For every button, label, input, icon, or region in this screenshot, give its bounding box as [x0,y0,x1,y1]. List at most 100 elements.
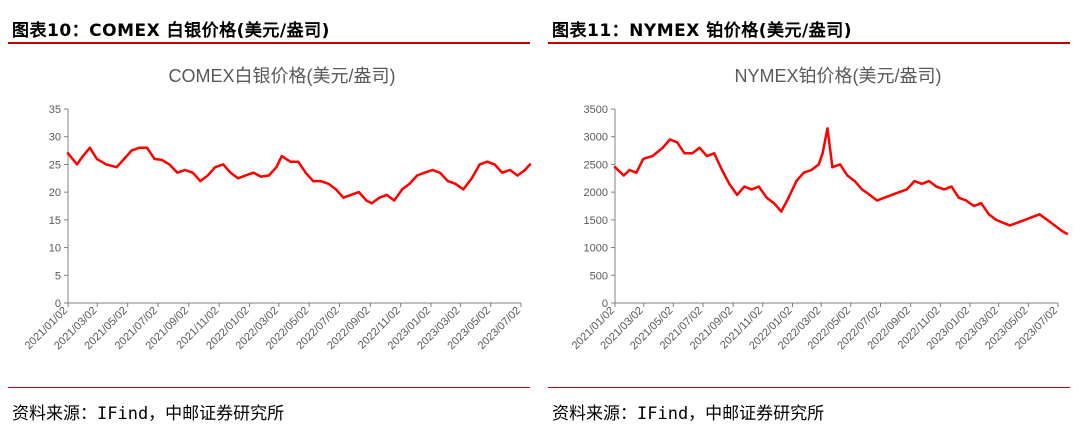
y-tick-label: 15 [49,215,61,227]
data-point [199,179,202,183]
data-point [772,202,776,205]
data-point [642,157,645,161]
y-tick-label: 3000 [584,132,608,144]
chart-platinum: NYMEX铂价格(美元/盎司) 0 500 1000 1500 2000 2500 3000 3… [570,66,1069,352]
data-point [898,190,901,194]
data-point [244,174,247,177]
data-point [780,210,783,213]
data-point [66,152,70,155]
data-point [735,193,739,197]
data-point [890,193,893,197]
data-point [123,157,126,161]
data-point [319,179,322,183]
data-point [500,171,504,174]
data-point [183,168,187,172]
data-point [838,163,842,166]
y-tick-label: 0 [602,298,608,310]
data-point [95,157,99,161]
chart-title: NYMEX铂价格(美元/盎司) [735,66,942,86]
data-point [995,218,998,222]
data-point [357,190,361,194]
data-point [935,185,938,188]
figure-title: 图表11：NYMEX 铂价格(美元/盎司) [552,21,852,41]
data-point [1016,221,1019,224]
source-note: 资料来源：IFind，中邮证券研究所 [552,404,825,424]
data-point [802,171,805,174]
y-tick-label: 3500 [584,104,608,116]
data-point [795,179,798,183]
data-point [728,182,731,185]
data-point [214,166,217,169]
data-point [853,179,856,183]
data-point [153,157,156,161]
data-point [757,185,761,188]
data-point [137,146,141,149]
data-point [750,188,753,191]
data-point [622,174,625,177]
y-tick-label: 500 [590,270,608,282]
data-point [415,174,419,177]
data-point [401,188,404,191]
data-point [972,204,976,208]
data-point [668,138,672,141]
data-point [628,168,631,172]
data-point [927,179,931,183]
data-point [334,188,338,191]
data-point [987,213,991,216]
data-point [370,202,373,205]
data-point [1008,224,1012,227]
data-point [289,160,292,163]
data-point [661,146,664,149]
series-line [613,127,1069,235]
data-point [297,160,300,163]
y-tick-label: 25 [49,159,61,171]
data-point [229,171,232,174]
data-point [950,185,953,188]
data-point [523,168,527,172]
data-point [470,177,473,180]
source-divider [8,387,530,388]
y-tick-label: 20 [49,187,61,199]
data-point [446,179,450,183]
y-tick-label: 5 [55,270,61,282]
data-point [145,146,149,149]
data-point [720,168,724,172]
y-tick-label: 35 [49,104,61,116]
data-point [280,154,283,158]
data-point [221,163,225,166]
data-point [275,166,278,169]
data-point [980,202,983,205]
data-point [508,168,512,172]
y-tick-label: 1500 [584,215,608,227]
data-point [817,163,820,166]
data-point [105,163,108,166]
data-point [88,146,92,149]
data-point [478,163,481,166]
data-point [365,199,368,202]
data-point [438,171,442,174]
data-point [957,196,960,199]
y-tick-label: 1000 [584,243,608,255]
data-point [676,141,679,144]
data-point [821,152,824,155]
data-point [1046,218,1049,222]
data-point [1001,221,1004,224]
data-point [423,171,426,174]
data-point [454,182,457,185]
source-note: 资料来源：IFind，中邮证券研究所 [12,404,285,424]
data-point [408,182,411,185]
data-point [787,196,790,199]
data-point [327,182,330,185]
data-point [613,166,617,169]
title-divider [8,42,530,44]
data-point [431,168,434,172]
y-tick-label: 0 [55,298,61,310]
data-point [176,171,179,174]
data-point [304,171,307,174]
data-point [1038,213,1041,216]
data-point [765,196,768,199]
data-point [349,193,353,197]
data-point [683,152,686,155]
data-point [826,127,829,130]
data-point [168,163,171,166]
